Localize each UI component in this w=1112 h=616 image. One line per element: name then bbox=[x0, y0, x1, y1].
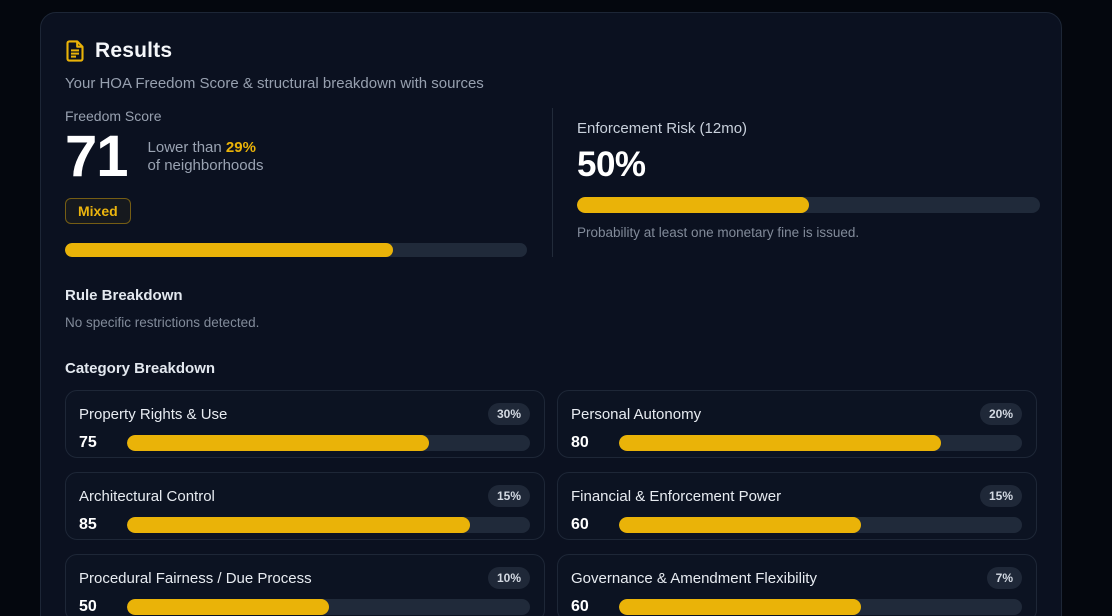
enforcement-risk-caption: Probability at least one monetary fine i… bbox=[577, 225, 860, 240]
category-card: Financial & Enforcement Power 15% 60 bbox=[557, 472, 1037, 540]
category-score-bar-fill bbox=[619, 435, 942, 451]
enforcement-risk-bar bbox=[577, 197, 1040, 213]
category-score-bar-fill bbox=[619, 599, 861, 615]
category-score-bar-fill bbox=[127, 599, 329, 615]
category-score-bar-fill bbox=[127, 435, 430, 451]
category-name: Property Rights & Use bbox=[79, 405, 228, 423]
freedom-score-bar bbox=[65, 243, 527, 257]
category-card: Governance & Amendment Flexibility 7% 60 bbox=[557, 554, 1037, 616]
page-subtitle: Your HOA Freedom Score & structural brea… bbox=[65, 75, 484, 92]
comparison-percent: 29% bbox=[225, 139, 256, 156]
category-name: Procedural Fairness / Due Process bbox=[79, 569, 312, 587]
enforcement-risk-value: 50% bbox=[577, 145, 646, 184]
freedom-score-value: 71 bbox=[65, 124, 129, 189]
category-weight-badge: 10% bbox=[487, 567, 530, 589]
rule-breakdown-empty-message: No specific restrictions detected. bbox=[65, 315, 260, 330]
enforcement-risk-label: Enforcement Risk (12mo) bbox=[577, 120, 748, 137]
category-score: 75 bbox=[79, 434, 97, 451]
category-card: Personal Autonomy 20% 80 bbox=[557, 390, 1037, 458]
category-breakdown-title: Category Breakdown bbox=[65, 360, 216, 377]
freedom-score-bar-fill bbox=[65, 243, 394, 257]
category-score-bar bbox=[619, 435, 1022, 451]
category-weight-badge: 7% bbox=[986, 567, 1022, 589]
score-summary: Freedom Score 71 Lower than 29% of neigh… bbox=[65, 108, 1040, 257]
category-card: Architectural Control 15% 85 bbox=[65, 472, 545, 540]
category-score-bar bbox=[619, 517, 1022, 533]
category-name: Architectural Control bbox=[79, 487, 215, 505]
freedom-score-comparison: Lower than 29% of neighborhoods bbox=[147, 139, 264, 174]
category-weight-badge: 20% bbox=[979, 403, 1022, 425]
results-header: Results bbox=[65, 39, 1037, 63]
category-name: Personal Autonomy bbox=[571, 405, 702, 423]
category-weight-badge: 15% bbox=[487, 485, 530, 507]
category-score-bar bbox=[127, 517, 530, 533]
category-score: 60 bbox=[571, 598, 589, 615]
score-status-badge: Mixed bbox=[65, 198, 131, 224]
category-score-bar bbox=[619, 599, 1022, 615]
category-weight-badge: 30% bbox=[487, 403, 530, 425]
category-name: Governance & Amendment Flexibility bbox=[571, 569, 817, 587]
freedom-score-label: Freedom Score bbox=[65, 108, 162, 124]
enforcement-risk-section: Enforcement Risk (12mo) 50% Probability … bbox=[552, 108, 1040, 257]
category-score-bar-fill bbox=[619, 517, 861, 533]
rule-breakdown-title: Rule Breakdown bbox=[65, 287, 183, 304]
category-card: Property Rights & Use 30% 75 bbox=[65, 390, 545, 458]
category-score-bar bbox=[127, 599, 530, 615]
category-name: Financial & Enforcement Power bbox=[571, 487, 782, 505]
category-score-bar bbox=[127, 435, 530, 451]
category-score: 85 bbox=[79, 516, 97, 533]
page-title: Results bbox=[95, 39, 173, 62]
enforcement-risk-bar-fill bbox=[577, 197, 809, 213]
document-text-icon bbox=[66, 40, 84, 62]
freedom-score-section: Freedom Score 71 Lower than 29% of neigh… bbox=[65, 108, 552, 257]
results-panel: Results Your HOA Freedom Score & structu… bbox=[40, 12, 1062, 616]
category-grid: Property Rights & Use 30% 75 Personal Au… bbox=[65, 390, 1037, 616]
category-score: 80 bbox=[571, 434, 589, 451]
category-weight-badge: 15% bbox=[979, 485, 1022, 507]
category-score-bar-fill bbox=[127, 517, 470, 533]
category-card: Procedural Fairness / Due Process 10% 50 bbox=[65, 554, 545, 616]
category-score: 50 bbox=[79, 598, 97, 615]
category-score: 60 bbox=[571, 516, 589, 533]
